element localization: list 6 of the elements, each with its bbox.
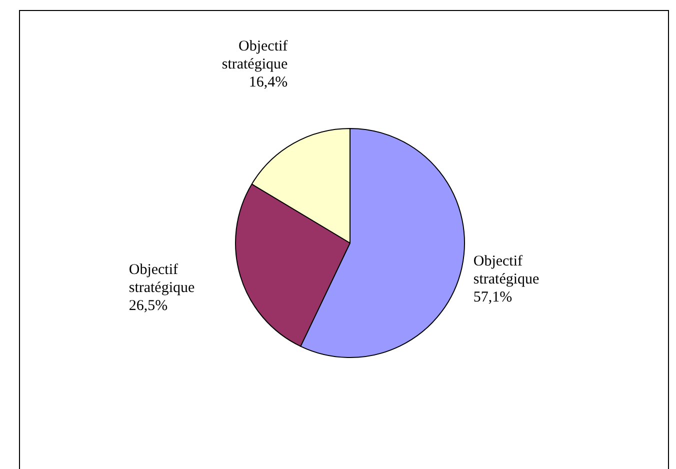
data-label: 16,4% <box>248 74 288 90</box>
slice-label: Objectif stratégique <box>473 253 540 288</box>
data-label: 57,1% <box>473 289 512 306</box>
slice-label: Objectif stratégique <box>128 262 196 296</box>
slice-label: Objectif stratégique <box>222 38 288 72</box>
data-label: 26,5% <box>128 298 168 314</box>
